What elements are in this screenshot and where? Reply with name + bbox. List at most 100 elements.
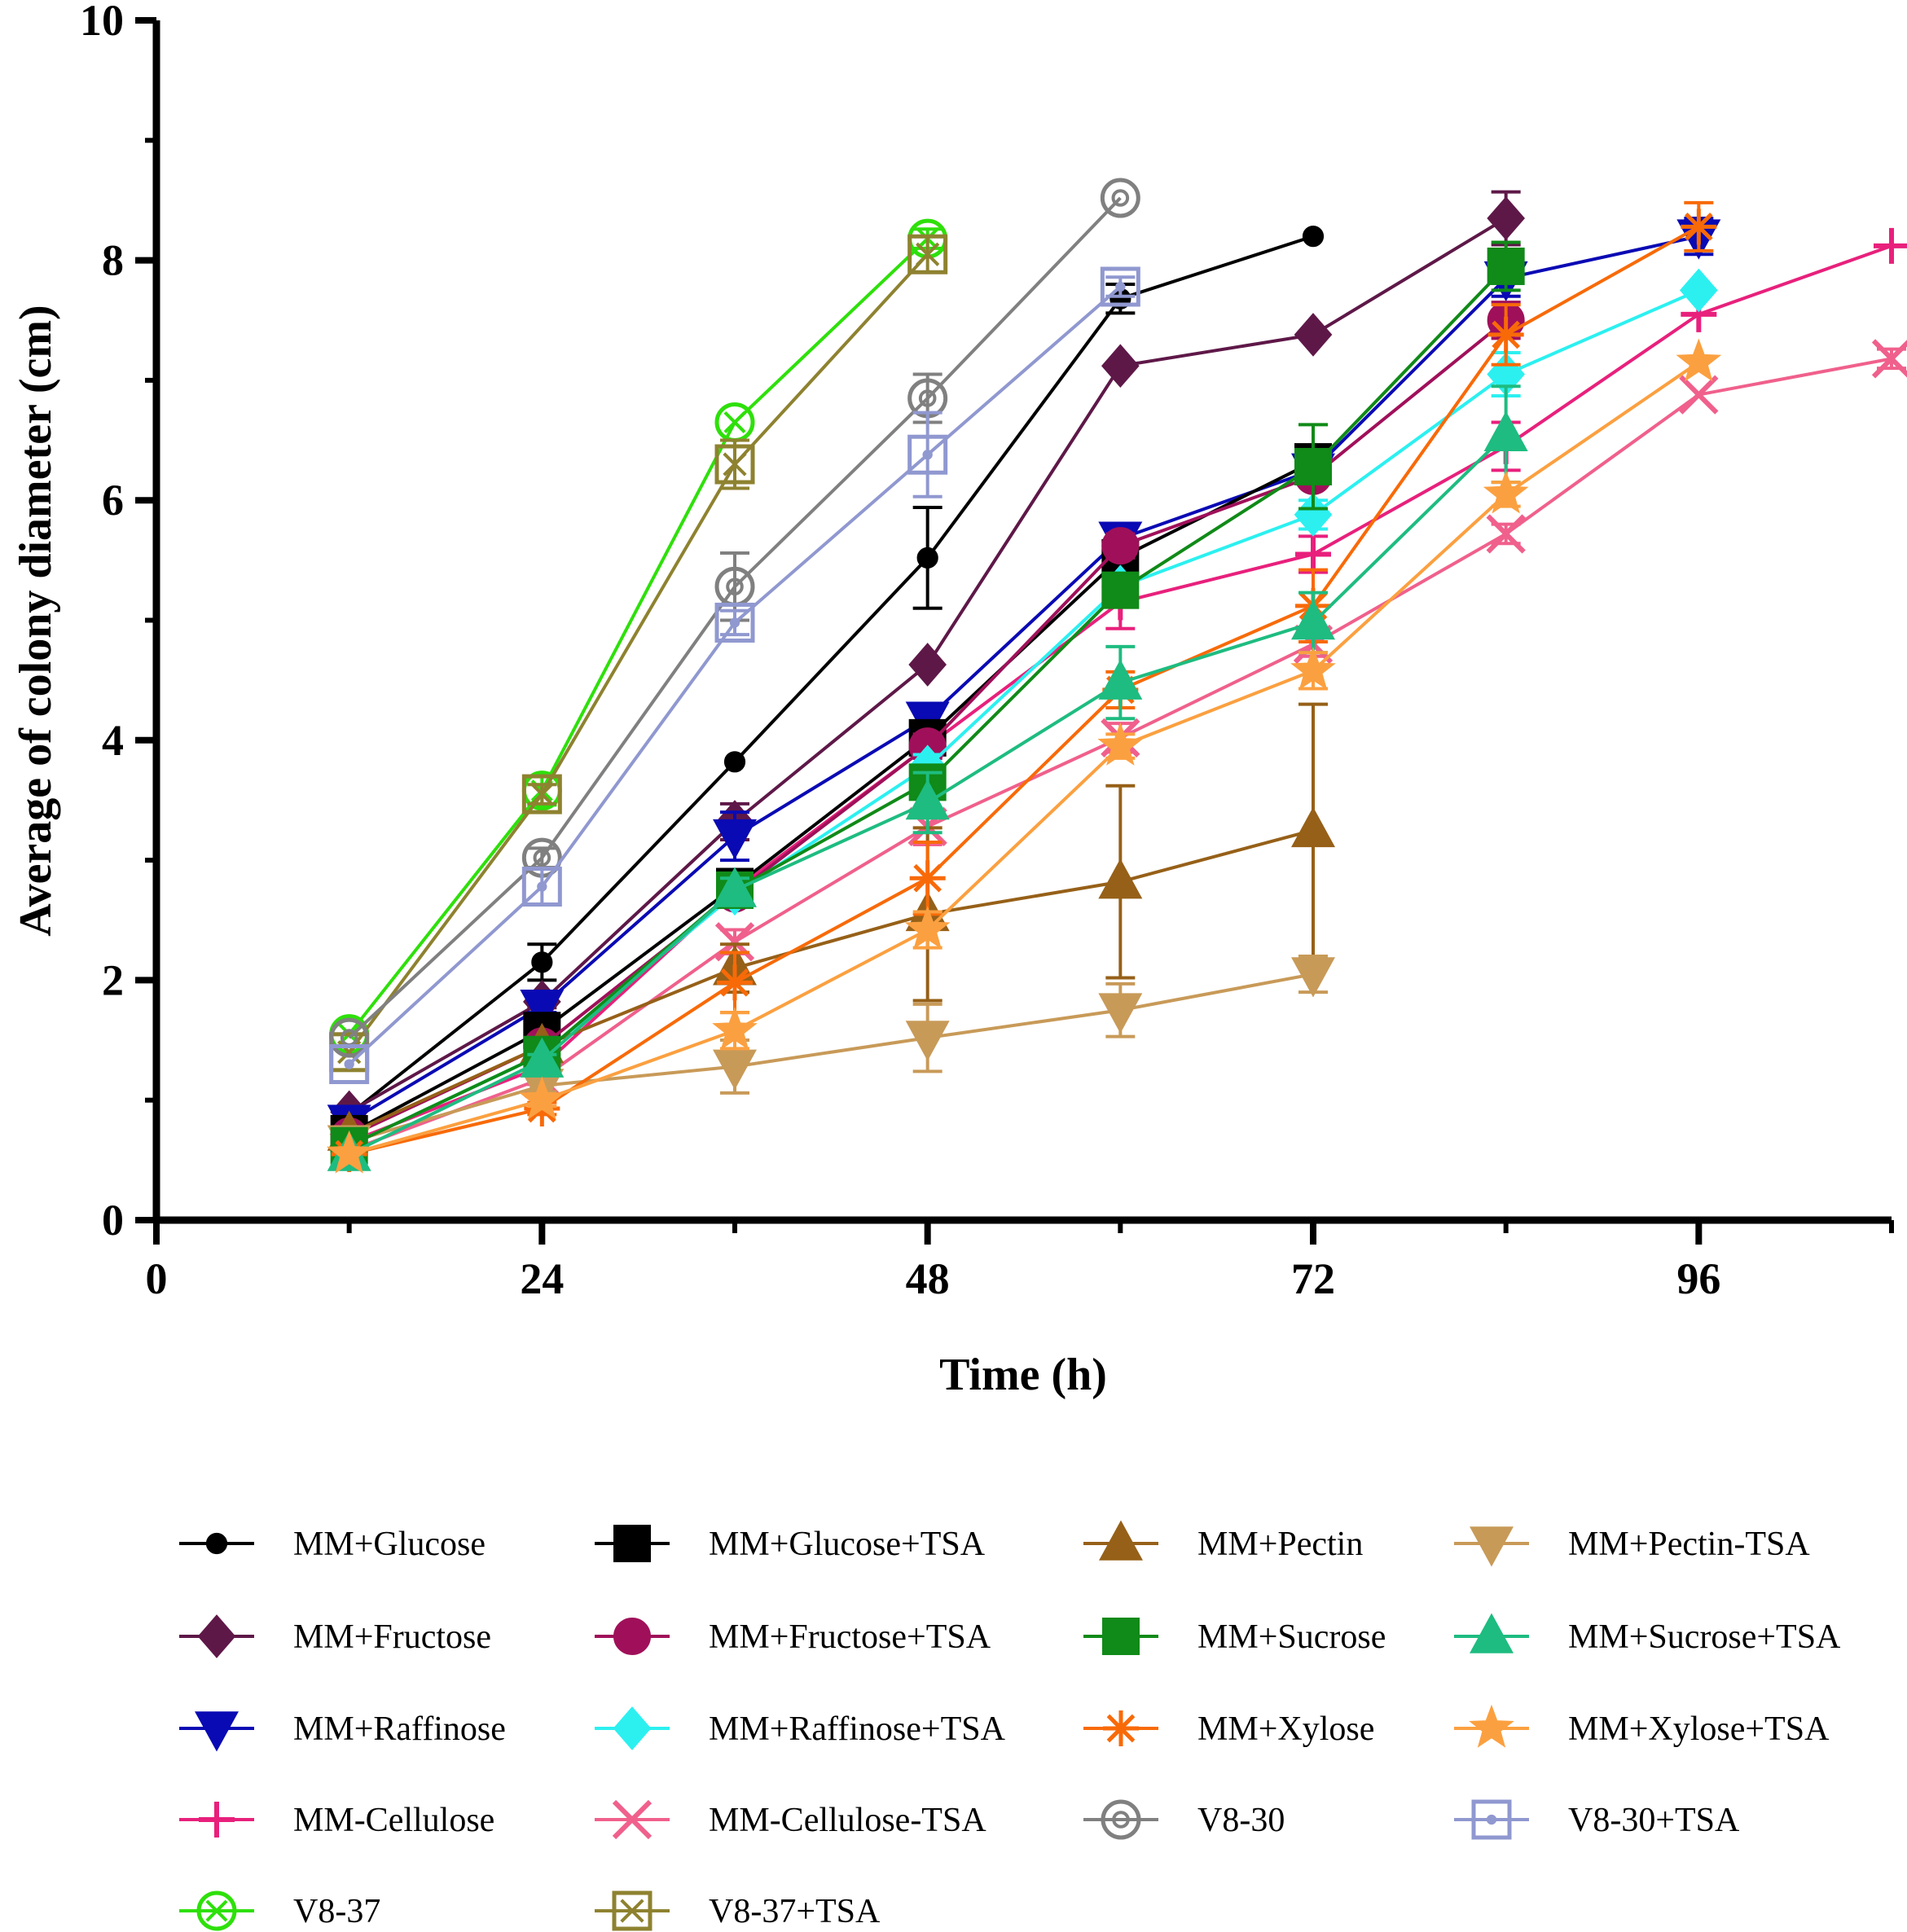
data-point (1679, 375, 1719, 415)
legend-marker (1470, 1526, 1514, 1567)
data-point (905, 779, 950, 820)
y-axis-title: Average of colony diameter (cm) (11, 305, 61, 936)
legend-item-v8-37-plus-tsa: V8-37+TSA (595, 1890, 881, 1931)
data-point (1098, 659, 1143, 700)
legend-item-mm-plus-sucrose: MM+Sucrose (1083, 1618, 1386, 1656)
data-point (712, 1006, 758, 1050)
legend-label: V8-37+TSA (709, 1893, 881, 1930)
y-tick-label: 2 (102, 955, 124, 1004)
data-point (1295, 536, 1331, 573)
legend-marker (612, 1799, 653, 1840)
legend-label: MM+Xylose+TSA (1568, 1710, 1830, 1748)
legend-label: MM+Raffinose+TSA (709, 1710, 1006, 1748)
y-tick-label: 10 (80, 0, 124, 45)
data-point (1294, 447, 1332, 485)
data-point (521, 867, 562, 907)
data-point (714, 402, 755, 442)
series-mm-plus-xylose-plus-tsa (326, 338, 1722, 1174)
data-point (520, 990, 565, 1030)
data-point (713, 1049, 757, 1090)
data-point (1291, 806, 1335, 848)
series-line-v8-37-plus-tsa (348, 252, 929, 1053)
legend-label: MM+Glucose+TSA (709, 1526, 986, 1563)
y-tick-label: 4 (102, 716, 124, 765)
x-tick-label: 72 (1291, 1254, 1335, 1303)
data-point (1101, 527, 1140, 565)
data-point (329, 1044, 370, 1085)
legend-marker (1470, 1613, 1514, 1653)
data-point (519, 1076, 565, 1120)
data-point (723, 751, 746, 773)
data-point (531, 951, 553, 973)
legend-marker (196, 1890, 237, 1931)
data-point (908, 643, 947, 687)
legend-label: V8-37 (293, 1893, 380, 1930)
data-point (904, 906, 951, 950)
legend-marker (1102, 1618, 1140, 1655)
legend-label: V8-30+TSA (1568, 1802, 1740, 1839)
series-line-mm-plus-raffinose (348, 235, 1699, 1123)
data-point (1681, 209, 1717, 245)
legend-item-mm-plus-raffinose-plus-tsa: MM+Raffinose+TSA (595, 1706, 1006, 1750)
legend-item-mm-plus-glucose-plus-tsa: MM+Glucose+TSA (595, 1525, 986, 1563)
legend-marker (199, 1802, 235, 1838)
data-point (1101, 344, 1140, 389)
legend-marker (205, 1532, 228, 1555)
legend-label: MM+Sucrose (1197, 1618, 1386, 1656)
y-tick-label: 8 (102, 236, 124, 285)
legend-label: MM+Fructose (293, 1618, 491, 1656)
legend-label: MM-Cellulose (293, 1802, 494, 1839)
legend-marker (613, 1706, 652, 1750)
data-point (1680, 268, 1718, 313)
x-tick-label: 48 (906, 1254, 950, 1303)
legend-item-mm-cellulose: MM-Cellulose (179, 1802, 494, 1839)
data-point (326, 1130, 372, 1174)
legend-label: MM-Cellulose-TSA (709, 1802, 986, 1839)
legend-label: MM+Pectin (1197, 1526, 1363, 1563)
legend-label: MM+Raffinose (293, 1710, 506, 1748)
data-point (717, 964, 753, 1001)
legend-label: MM+Glucose (293, 1526, 486, 1563)
data-point (907, 234, 948, 274)
y-tick-label: 0 (102, 1196, 124, 1245)
legend-label: V8-30 (1197, 1802, 1285, 1839)
data-point (1294, 313, 1333, 357)
series-line-v8-37 (348, 237, 929, 1035)
x-tick-label: 24 (520, 1254, 564, 1303)
series-line-mm-plus-glucose-plus-tsa (348, 460, 1314, 1135)
legend-marker (612, 1890, 653, 1931)
data-point (713, 819, 757, 860)
series-mm-plus-sucrose-plus-tsa (327, 384, 1528, 1171)
legend-item-mm-plus-pectin: MM+Pectin (1083, 1520, 1363, 1563)
data-point (713, 867, 757, 907)
data-point (714, 444, 755, 485)
legend-item-v8-37: V8-37 (179, 1890, 380, 1931)
data-point (1874, 227, 1907, 264)
data-point (1098, 993, 1143, 1034)
series-mm-plus-raffinose (327, 217, 1721, 1145)
legend-item-mm-plus-glucose: MM+Glucose (179, 1526, 486, 1563)
data-point (521, 774, 562, 815)
data-point (916, 547, 938, 569)
series-mm-plus-pectin-tsa (327, 954, 1335, 1166)
data-point (1486, 514, 1526, 554)
data-point (909, 860, 946, 897)
legend-item-v8-30-plus-tsa: V8-30+TSA (1454, 1799, 1740, 1840)
data-point (1291, 957, 1335, 998)
legend-marker (613, 1525, 651, 1562)
legend-item-mm-plus-xylose: MM+Xylose (1083, 1710, 1374, 1748)
legend-marker (197, 1614, 236, 1658)
data-point (1487, 316, 1524, 353)
data-point (1302, 226, 1325, 248)
data-point (1098, 858, 1143, 899)
legend-marker (195, 1711, 239, 1752)
legend-marker (613, 1618, 651, 1655)
data-point (1483, 411, 1528, 451)
data-point (1097, 722, 1144, 766)
legend-item-mm-cellulose-tsa: MM-Cellulose-TSA (595, 1799, 986, 1840)
data-point (1487, 247, 1525, 285)
data-point (1100, 266, 1140, 307)
data-point (1871, 339, 1907, 379)
legend-marker (1471, 1799, 1512, 1840)
